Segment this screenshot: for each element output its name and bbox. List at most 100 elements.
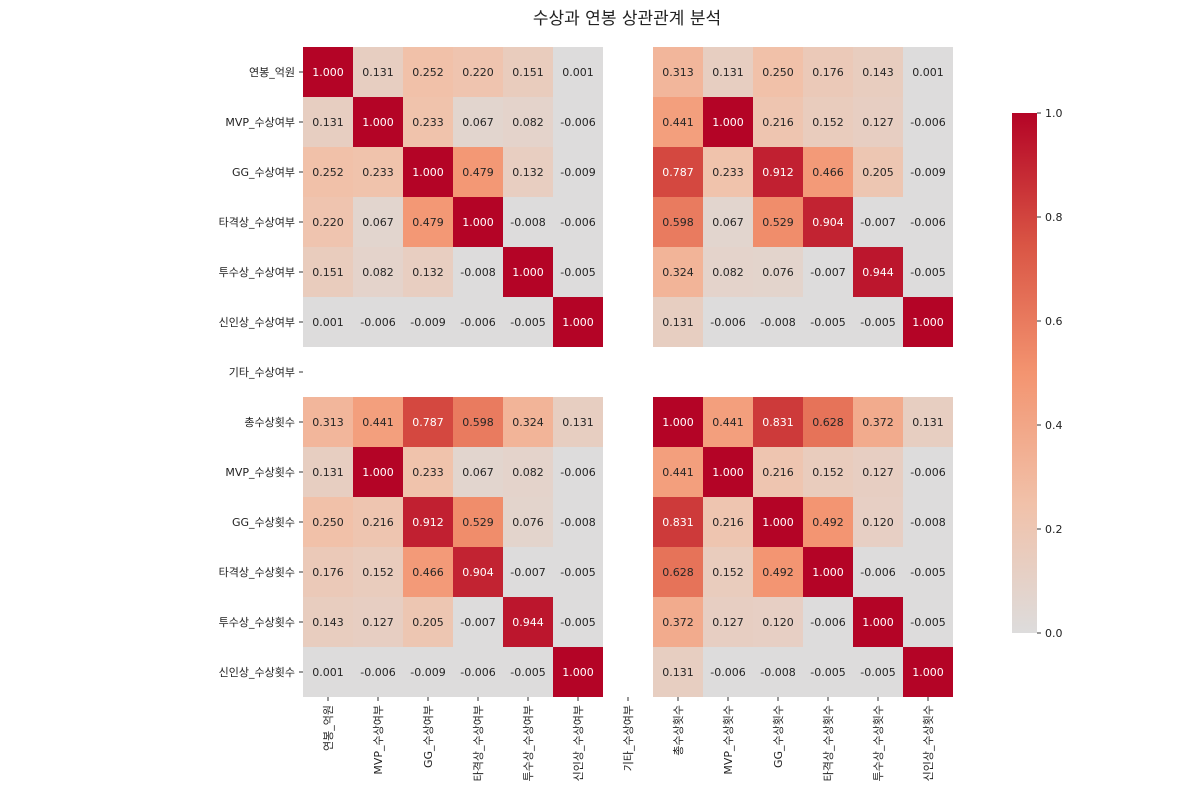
cell-value-label: 0.479 bbox=[462, 166, 494, 179]
heatmap-cell bbox=[353, 47, 403, 97]
cell-value-label: 0.131 bbox=[662, 666, 694, 679]
heatmap-cell bbox=[803, 647, 853, 697]
cell-value-label: 0.076 bbox=[512, 516, 544, 529]
heatmap-cell bbox=[903, 197, 953, 247]
heatmap-cell bbox=[853, 547, 903, 597]
heatmap-cell bbox=[553, 547, 603, 597]
column-tick-label: 총수상횟수 bbox=[672, 705, 685, 756]
heatmap-cell bbox=[303, 397, 353, 447]
cell-value-label: 0.250 bbox=[762, 66, 794, 79]
cell-value-label: 0.152 bbox=[812, 116, 844, 129]
column-tick-label: 타격상_수상횟수 bbox=[822, 705, 835, 781]
cell-value-label: -0.005 bbox=[560, 266, 595, 279]
cell-value-label: 0.205 bbox=[862, 166, 894, 179]
column-tick-label: 신인상_수상횟수 bbox=[922, 705, 935, 781]
heatmap-cell bbox=[853, 247, 903, 297]
heatmap-cell bbox=[903, 247, 953, 297]
cell-value-label: 0.131 bbox=[562, 416, 594, 429]
heatmap-cell bbox=[553, 47, 603, 97]
cell-value-label: -0.008 bbox=[510, 216, 545, 229]
colorbar-tick-label: 0.0 bbox=[1045, 627, 1063, 640]
cell-value-label: 0.598 bbox=[662, 216, 694, 229]
heatmap-cell bbox=[703, 197, 753, 247]
cell-value-label: 0.127 bbox=[712, 616, 744, 629]
heatmap-cell bbox=[553, 597, 603, 647]
heatmap-cell bbox=[303, 647, 353, 697]
heatmap-cell bbox=[303, 97, 353, 147]
row-tick-label: MVP_수상여부 bbox=[225, 116, 295, 129]
cell-value-label: 0.120 bbox=[862, 516, 894, 529]
heatmap-cell bbox=[403, 47, 453, 97]
heatmap-cell bbox=[903, 147, 953, 197]
cell-value-label: 0.131 bbox=[362, 66, 394, 79]
cell-value-label: -0.009 bbox=[410, 666, 445, 679]
heatmap-cell bbox=[653, 597, 703, 647]
heatmap-cell bbox=[803, 47, 853, 97]
heatmap-cell bbox=[703, 97, 753, 147]
cell-value-label: 1.000 bbox=[362, 116, 394, 129]
cell-value-label: 0.216 bbox=[762, 116, 794, 129]
cell-value-label: 0.252 bbox=[312, 166, 344, 179]
heatmap-cell bbox=[553, 297, 603, 347]
cell-value-label: 0.131 bbox=[712, 66, 744, 79]
heatmap-cell bbox=[503, 297, 553, 347]
cell-value-label: -0.006 bbox=[560, 466, 595, 479]
cell-value-label: 0.127 bbox=[862, 466, 894, 479]
cell-value-label: 0.233 bbox=[362, 166, 394, 179]
cell-value-label: 0.324 bbox=[512, 416, 544, 429]
cell-value-label: -0.007 bbox=[810, 266, 845, 279]
cell-value-label: 0.067 bbox=[362, 216, 394, 229]
row-tick-label: GG_수상횟수 bbox=[232, 516, 295, 529]
cell-value-label: 0.912 bbox=[762, 166, 794, 179]
heatmap-cell bbox=[353, 547, 403, 597]
cell-value-label: 0.220 bbox=[312, 216, 344, 229]
cell-value-label: -0.006 bbox=[460, 666, 495, 679]
heatmap-cell bbox=[703, 547, 753, 597]
heatmap-cell bbox=[853, 147, 903, 197]
cell-value-label: 0.466 bbox=[412, 566, 444, 579]
heatmap-cell bbox=[453, 597, 503, 647]
cell-value-label: -0.005 bbox=[910, 566, 945, 579]
cell-value-label: 0.831 bbox=[762, 416, 794, 429]
row-tick-label: 타격상_수상여부 bbox=[219, 216, 295, 229]
cell-value-label: 0.143 bbox=[862, 66, 894, 79]
heatmap-cell bbox=[703, 647, 753, 697]
cell-value-label: 1.000 bbox=[362, 466, 394, 479]
heatmap-cell bbox=[353, 397, 403, 447]
heatmap-cell bbox=[503, 147, 553, 197]
cell-value-label: -0.007 bbox=[860, 216, 895, 229]
row-tick-label: 투수상_수상횟수 bbox=[219, 616, 295, 629]
cell-value-label: 0.131 bbox=[312, 116, 344, 129]
heatmap-cell bbox=[503, 197, 553, 247]
heatmap-cell bbox=[453, 247, 503, 297]
heatmap-cell bbox=[553, 247, 603, 297]
column-tick-label: GG_수상여부 bbox=[422, 705, 435, 768]
cell-value-label: 0.944 bbox=[862, 266, 894, 279]
cell-value-label: 1.000 bbox=[862, 616, 894, 629]
cell-value-label: -0.006 bbox=[360, 316, 395, 329]
heatmap-cell bbox=[453, 197, 503, 247]
column-tick-label: 연봉_억원 bbox=[322, 705, 335, 751]
cell-value-label: 0.176 bbox=[312, 566, 344, 579]
cell-value-label: -0.006 bbox=[910, 116, 945, 129]
cell-value-label: -0.008 bbox=[560, 516, 595, 529]
cell-value-label: -0.005 bbox=[560, 616, 595, 629]
heatmap-cell bbox=[403, 497, 453, 547]
colorbar-tick-label: 0.2 bbox=[1045, 523, 1063, 536]
heatmap-cell bbox=[703, 147, 753, 197]
cell-value-label: -0.009 bbox=[410, 316, 445, 329]
heatmap-cell bbox=[903, 447, 953, 497]
heatmap-cell bbox=[353, 147, 403, 197]
cell-value-label: 0.216 bbox=[762, 466, 794, 479]
cell-value-label: 0.127 bbox=[862, 116, 894, 129]
cell-value-label: 0.787 bbox=[412, 416, 444, 429]
heatmap-cell bbox=[753, 597, 803, 647]
cell-value-label: 1.000 bbox=[512, 266, 544, 279]
cell-value-label: 0.131 bbox=[662, 316, 694, 329]
cell-value-label: -0.005 bbox=[560, 566, 595, 579]
cell-value-label: 1.000 bbox=[562, 316, 594, 329]
row-tick-label: 신인상_수상여부 bbox=[219, 316, 295, 329]
cell-value-label: 0.082 bbox=[512, 466, 544, 479]
row-tick-label: 투수상_수상여부 bbox=[219, 266, 295, 279]
